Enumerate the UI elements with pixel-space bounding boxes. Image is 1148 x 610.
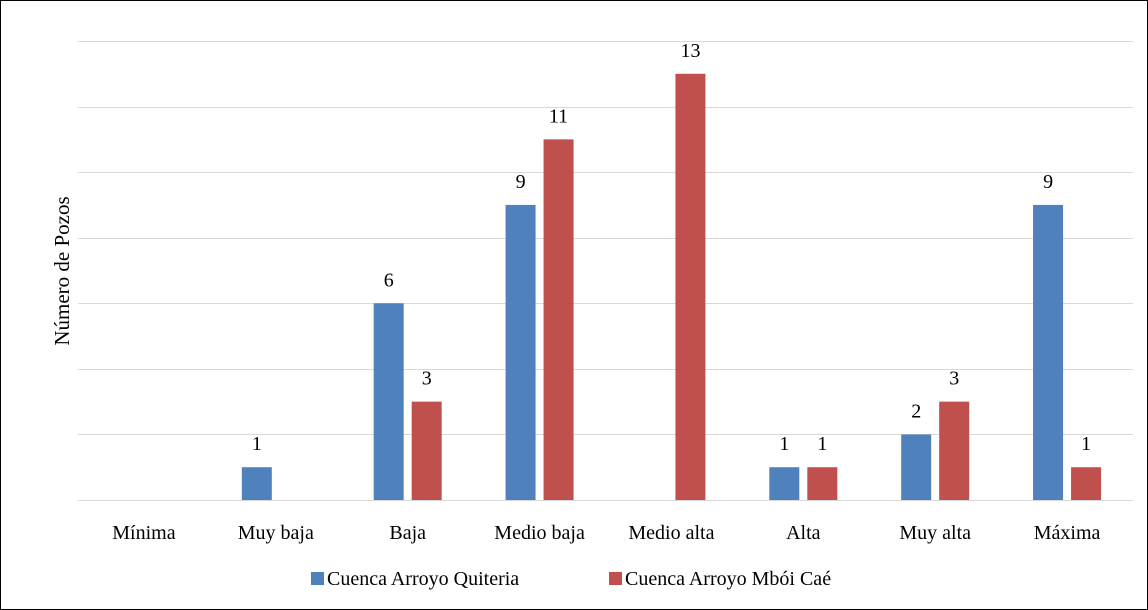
bars	[241, 73, 1102, 501]
bar-series-1	[807, 467, 838, 500]
data-label-series-1: 3	[949, 368, 959, 390]
data-label-series-0: 9	[1043, 171, 1053, 193]
bar-series-1	[411, 401, 442, 500]
legend: Cuenca Arroyo Quiteria Cuenca Arroyo Mbó…	[311, 568, 831, 590]
x-tick-label: Baja	[389, 522, 426, 544]
legend-swatch-quiteria	[311, 572, 324, 585]
data-label-series-1: 13	[680, 40, 700, 62]
bar-series-0	[901, 434, 932, 500]
data-label-series-0: 9	[516, 171, 526, 193]
legend-item-mboicae: Cuenca Arroyo Mbói Caé	[609, 568, 831, 590]
x-tick-label: Muy baja	[238, 522, 314, 544]
data-label-series-0: 2	[911, 400, 921, 422]
bar-series-1	[543, 139, 574, 500]
data-label-series-1: 3	[422, 368, 432, 390]
bar-series-1	[939, 401, 970, 500]
x-tick-label: Máxima	[1034, 522, 1101, 544]
legend-label-quiteria: Cuenca Arroyo Quiteria	[327, 568, 519, 590]
data-label-series-1: 1	[817, 433, 827, 455]
data-label-series-0: 1	[252, 433, 262, 455]
x-tick-label: Medio alta	[628, 522, 714, 544]
x-tick-label: Mínima	[112, 522, 175, 544]
gridlines	[78, 41, 1133, 501]
y-axis-label: Número de Pozos	[50, 196, 74, 345]
bar-series-0	[373, 303, 404, 500]
data-label-series-1: 11	[549, 105, 568, 127]
bar-series-0	[241, 467, 272, 500]
x-tick-labels: Mínima Muy baja Baja Medio baja Medio alta Al…	[112, 522, 1100, 544]
bar-series-0	[505, 204, 536, 500]
data-label-series-0: 1	[779, 433, 789, 455]
bar-series-0	[1033, 204, 1064, 500]
x-tick-label: Alta	[786, 522, 821, 544]
bar-series-1	[675, 73, 706, 501]
x-tick-label: Medio baja	[494, 522, 585, 544]
bar-series-0	[769, 467, 800, 500]
x-tick-label: Muy alta	[899, 522, 971, 544]
legend-swatch-mboicae	[609, 572, 622, 585]
data-label-series-1: 1	[1081, 433, 1091, 455]
data-label-series-0: 6	[384, 269, 394, 291]
bar-series-1	[1071, 467, 1102, 500]
legend-label-mboicae: Cuenca Arroyo Mbói Caé	[625, 568, 831, 590]
legend-item-quiteria: Cuenca Arroyo Quiteria	[311, 568, 519, 590]
